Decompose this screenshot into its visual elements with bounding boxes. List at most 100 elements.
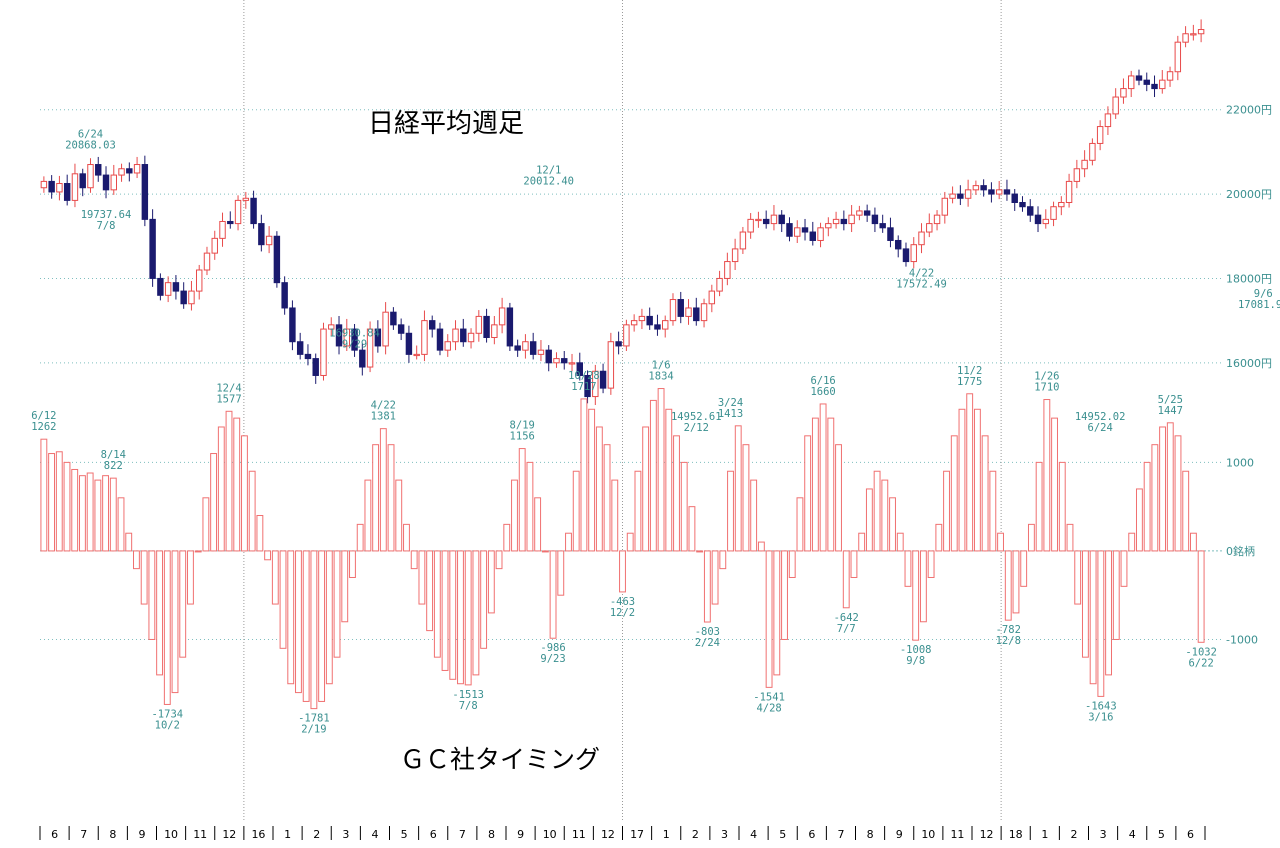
timing-bar-5 xyxy=(79,475,86,552)
timing-bar-110 xyxy=(889,497,896,552)
candle-50 xyxy=(428,320,436,330)
timing-bar-33 xyxy=(295,550,302,694)
candle-112 xyxy=(910,244,917,263)
timing-bar-10 xyxy=(117,497,125,552)
candle-116 xyxy=(941,197,949,216)
candle-104 xyxy=(848,214,855,225)
timing-bar-55 xyxy=(464,550,472,686)
timing-bar-59 xyxy=(495,550,503,570)
candle-125 xyxy=(1011,193,1018,203)
timing-bar-94 xyxy=(765,550,773,688)
y-tick-label-top-0: 16000円 xyxy=(1226,357,1272,370)
candle-121 xyxy=(980,185,987,191)
candle-41 xyxy=(359,349,366,368)
y-tick-label-top-3: 22000円 xyxy=(1226,104,1272,117)
candle-76 xyxy=(630,320,638,326)
timing-bar-49 xyxy=(418,550,426,605)
timing-bar-62 xyxy=(518,448,526,552)
candle-92 xyxy=(755,218,762,222)
candle-127 xyxy=(1027,206,1034,216)
timing-bar-133 xyxy=(1066,523,1074,552)
timing-bar-73 xyxy=(603,444,611,552)
candle-102 xyxy=(832,218,840,225)
timing-bar-48 xyxy=(410,550,418,570)
month-label-29: 9 xyxy=(896,828,903,841)
timing-annotation-18-line1: 11/2 xyxy=(957,365,982,377)
timing-annotation-13-line2: 1413 xyxy=(718,408,743,420)
candle-94 xyxy=(770,214,778,225)
timing-bar-108 xyxy=(873,470,881,552)
candle-53 xyxy=(452,328,459,343)
candle-24 xyxy=(227,220,234,225)
timing-bar-138 xyxy=(1105,550,1112,676)
timing-bar-75 xyxy=(619,550,626,593)
nikkei-annotation-7-line1: 9/6 xyxy=(1254,288,1273,300)
month-label-37: 4 xyxy=(1129,828,1136,841)
nikkei-annotation-3-line1: 12/1 xyxy=(536,165,561,177)
candle-20 xyxy=(195,269,203,292)
timing-bar-22 xyxy=(210,453,218,552)
timing-bar-97 xyxy=(788,550,796,578)
candle-28 xyxy=(258,223,265,246)
candle-72 xyxy=(599,370,607,389)
candle-83 xyxy=(685,307,692,317)
nikkei-annotation-4-line1: 14952.61 xyxy=(671,411,722,423)
timing-bar-21 xyxy=(202,497,210,552)
candle-77 xyxy=(638,315,646,322)
candle-87 xyxy=(716,277,723,292)
candle-82 xyxy=(677,299,684,317)
timing-annotation-7-line1: 8/19 xyxy=(510,420,535,432)
timing-bar-105 xyxy=(850,550,858,578)
candle-2 xyxy=(56,183,63,193)
candle-15 xyxy=(157,277,164,296)
candle-21 xyxy=(203,252,211,271)
y-tick-labels: 16000円 18000円 20000円 22000円 1000 0銘柄 -1000 xyxy=(1226,104,1272,647)
timing-bar-47 xyxy=(403,523,410,552)
timing-bar-81 xyxy=(665,408,673,552)
candle-8 xyxy=(102,174,110,191)
candle-144 xyxy=(1159,79,1166,90)
candle-90 xyxy=(739,231,747,250)
candle-63 xyxy=(529,341,537,355)
timing-bar-34 xyxy=(302,550,310,702)
candle-64 xyxy=(537,349,545,355)
candle-6 xyxy=(87,164,94,189)
timing-annotation-12-line1: -803 xyxy=(695,626,720,638)
month-label-19: 12 xyxy=(601,828,615,841)
timing-annotation-9-line2: 1717 xyxy=(571,381,596,393)
candle-44 xyxy=(382,311,389,347)
timing-bar-115 xyxy=(927,550,935,578)
timing-bar-69 xyxy=(572,470,580,552)
candle-11 xyxy=(126,168,133,174)
candle-118 xyxy=(957,193,964,199)
candle-148 xyxy=(1190,33,1197,36)
timing-bar-82 xyxy=(673,435,680,552)
candle-48 xyxy=(413,353,420,357)
nikkei-annotation-1-line2: 7/8 xyxy=(97,220,116,232)
candle-42 xyxy=(366,328,374,368)
timing-bar-88 xyxy=(719,550,727,570)
timing-bar-16 xyxy=(163,550,171,705)
candle-79 xyxy=(654,324,661,330)
timing-bar-120 xyxy=(966,393,974,552)
timing-bar-24 xyxy=(225,410,233,552)
candle-84 xyxy=(693,307,700,322)
timing-annotation-4-line2: 2/19 xyxy=(301,724,326,736)
month-label-3: 9 xyxy=(138,828,145,841)
timing-bar-118 xyxy=(950,435,958,552)
timing-bar-53 xyxy=(449,550,457,680)
candle-67 xyxy=(561,358,568,364)
candle-78 xyxy=(646,315,653,326)
candle-147 xyxy=(1182,33,1189,43)
month-label-35: 2 xyxy=(1070,828,1077,841)
timing-bar-38 xyxy=(333,550,341,658)
month-label-27: 7 xyxy=(837,828,844,841)
timing-bar-42 xyxy=(364,479,372,552)
timing-annotation-1-line2: 822 xyxy=(104,460,123,472)
candle-39 xyxy=(343,328,351,347)
timing-bar-144 xyxy=(1151,444,1159,552)
timing-bar-28 xyxy=(256,515,264,552)
month-label-34: 1 xyxy=(1041,828,1048,841)
candle-46 xyxy=(397,324,405,334)
